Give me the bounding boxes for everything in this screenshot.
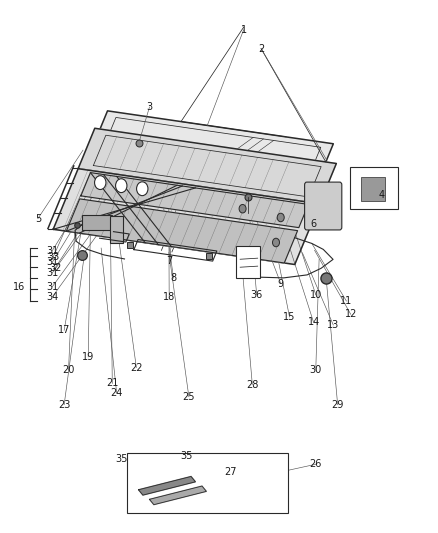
Text: 36: 36 [250,289,262,300]
Text: 12: 12 [344,309,356,319]
Bar [360,177,384,201]
Text: 8: 8 [170,273,176,283]
Text: 34: 34 [46,292,58,302]
Text: 28: 28 [246,379,258,390]
Text: 31: 31 [46,246,58,255]
Circle shape [276,213,283,222]
Text: 30: 30 [309,365,321,375]
Bar [235,246,259,278]
Bar [81,215,112,230]
Text: 23: 23 [58,400,70,410]
FancyBboxPatch shape [127,453,288,513]
Text: 3: 3 [146,102,152,112]
Text: 2: 2 [258,44,264,53]
Text: 32: 32 [49,263,61,272]
Text: 35: 35 [180,451,192,461]
Circle shape [115,179,127,192]
Polygon shape [53,168,319,264]
Text: 27: 27 [224,467,236,477]
Text: 31: 31 [46,268,58,278]
Text: 9: 9 [277,279,283,288]
Text: 16: 16 [13,282,25,292]
Text: 26: 26 [309,459,321,469]
Text: 6: 6 [310,219,316,229]
Text: 1: 1 [240,25,246,35]
Polygon shape [78,128,336,204]
Polygon shape [91,111,332,184]
Polygon shape [81,173,307,228]
Circle shape [136,182,148,196]
Text: 29: 29 [331,400,343,410]
Bar [110,216,123,243]
Text: 25: 25 [182,392,194,402]
Text: 21: 21 [106,378,118,389]
Text: 11: 11 [339,296,352,306]
FancyBboxPatch shape [304,182,341,230]
Text: 4: 4 [378,190,384,200]
Text: 7: 7 [166,256,172,266]
Text: 18: 18 [162,292,175,302]
Text: 10: 10 [309,289,321,300]
Polygon shape [138,477,195,495]
Text: 17: 17 [58,325,70,335]
Text: 13: 13 [326,320,339,330]
Text: 14: 14 [307,317,319,327]
Text: 15: 15 [283,312,295,322]
Circle shape [239,205,246,213]
Text: 19: 19 [82,352,94,362]
Text: 20: 20 [62,365,74,375]
Text: 33: 33 [47,252,59,262]
FancyBboxPatch shape [349,167,397,209]
Text: 31: 31 [46,282,58,292]
Text: 24: 24 [110,388,123,398]
Polygon shape [66,199,297,263]
Polygon shape [149,486,206,505]
Text: 35: 35 [115,455,127,464]
Text: 31: 31 [46,257,58,267]
Text: 22: 22 [130,362,142,373]
Circle shape [94,176,106,190]
Text: 5: 5 [35,214,41,224]
Circle shape [272,238,279,247]
